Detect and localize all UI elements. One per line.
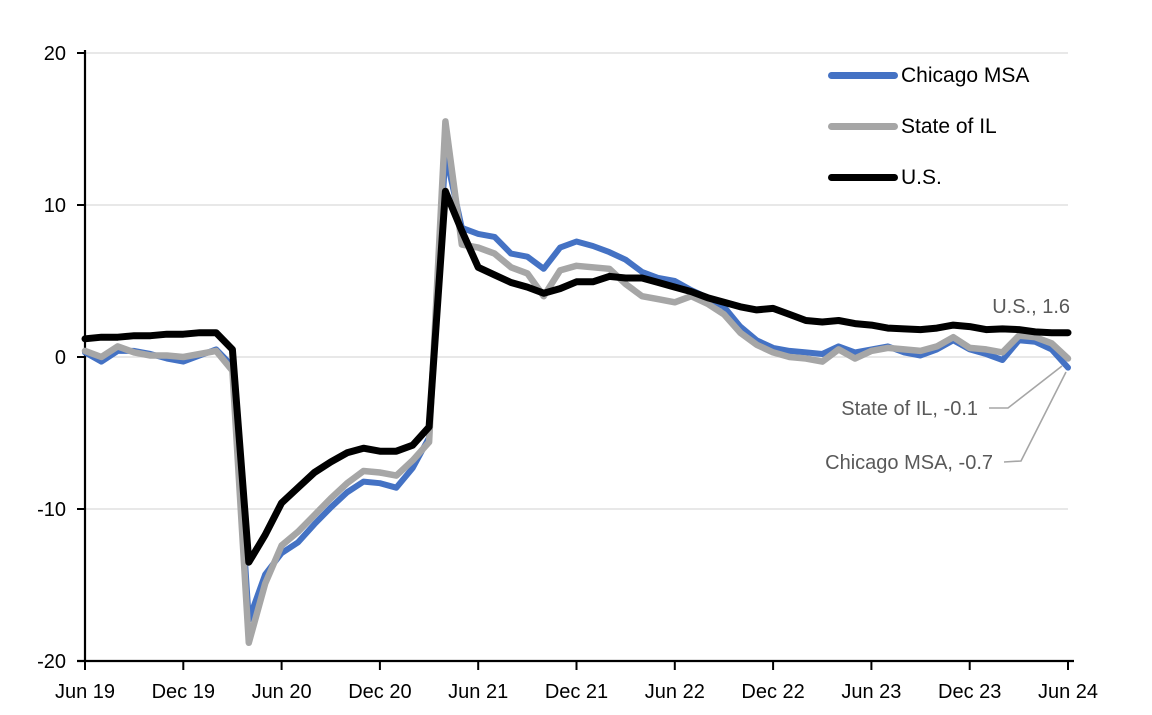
x-tick-label-Jun-21: Jun 21 xyxy=(448,681,508,703)
x-tick-label-Jun-19: Jun 19 xyxy=(55,681,115,703)
leader-line-state-of-il xyxy=(989,365,1063,409)
legend-label-state-of-il: State of IL xyxy=(901,115,997,138)
leader-line-chicago-msa xyxy=(1003,371,1067,463)
series-line-u-s- xyxy=(81,187,1072,566)
state-of-il-line-swatch xyxy=(828,123,898,130)
series-line-state-of-il xyxy=(81,118,1072,647)
legend-item-state-of-il: State of IL xyxy=(828,101,1029,152)
x-tick-label-Dec-20: Dec 20 xyxy=(348,681,411,703)
x-tick-label-Jun-22: Jun 22 xyxy=(645,681,705,703)
legend-item-us: U.S. xyxy=(828,152,1029,203)
annotation-il-value: State of IL, -0.1 xyxy=(841,398,978,420)
x-tick-label-Jun-20: Jun 20 xyxy=(252,681,312,703)
legend-item-chicago-msa: Chicago MSA xyxy=(828,50,1029,101)
annotation-us-value: U.S., 1.6 xyxy=(992,296,1070,318)
legend-label-us: U.S. xyxy=(901,166,942,189)
y-tick-label-0: 0 xyxy=(55,347,66,369)
x-tick-label-Dec-19: Dec 19 xyxy=(152,681,215,703)
legend: Chicago MSA State of IL U.S. xyxy=(828,50,1029,203)
y-tick-label--20: -20 xyxy=(37,651,66,673)
x-tick-label-Dec-21: Dec 21 xyxy=(545,681,608,703)
annotation-chicago-value: Chicago MSA, -0.7 xyxy=(825,452,993,474)
y-tick-label-10: 10 xyxy=(44,195,66,217)
y-tick-label-20: 20 xyxy=(44,43,66,65)
chicago-msa-line-swatch xyxy=(828,72,898,79)
x-tick-label-Jun-23: Jun 23 xyxy=(841,681,901,703)
x-tick-label-Jun-24: Jun 24 xyxy=(1038,681,1098,703)
us-line-swatch xyxy=(828,174,898,181)
x-tick-label-Dec-23: Dec 23 xyxy=(938,681,1001,703)
y-tick-label--10: -10 xyxy=(37,499,66,521)
legend-label-chicago-msa: Chicago MSA xyxy=(901,64,1030,87)
x-tick-label-Dec-22: Dec 22 xyxy=(741,681,804,703)
